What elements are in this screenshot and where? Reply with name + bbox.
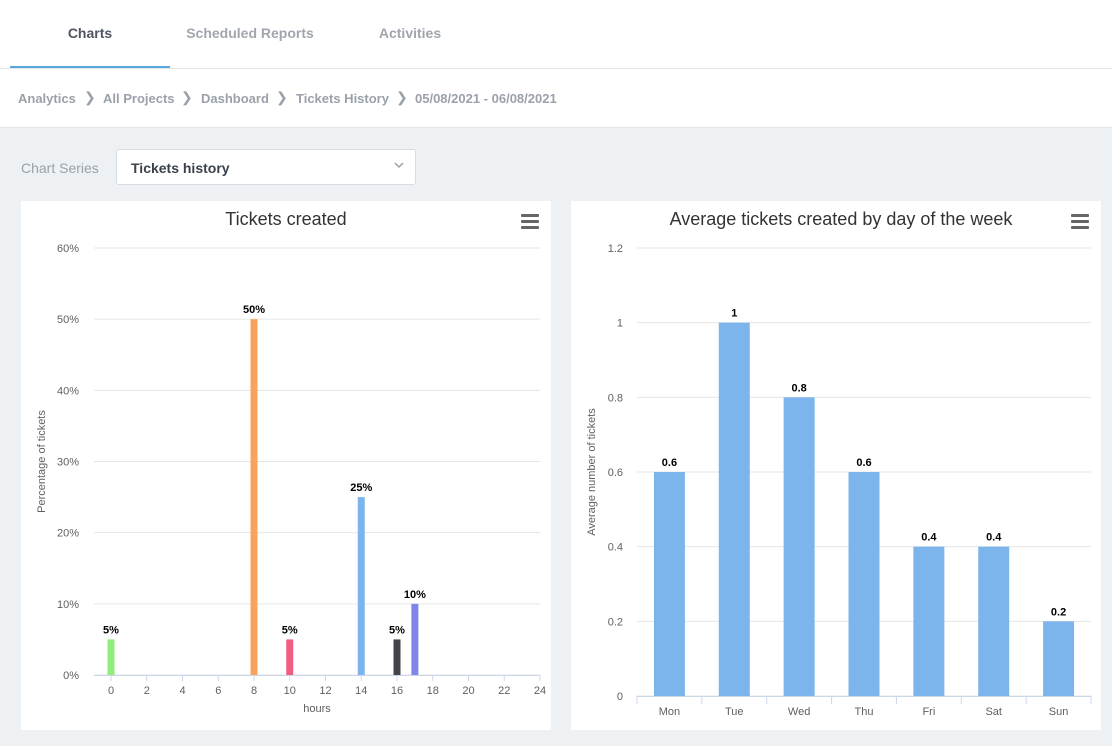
chart-series-select[interactable]: Tickets history (116, 149, 416, 185)
y-tick-label: 50% (57, 314, 79, 326)
y-tick-label: 20% (57, 528, 79, 540)
chart-series-label: Chart Series (21, 160, 99, 176)
chart-menu-icon[interactable] (521, 214, 539, 230)
y-axis-title: Percentage of tickets (36, 410, 48, 513)
chevron-down-icon (394, 162, 404, 169)
x-tick-label: 16 (391, 685, 403, 697)
breadcrumb-analytics[interactable]: Analytics (18, 91, 76, 106)
data-label: 0.8 (791, 382, 806, 394)
bar (653, 472, 685, 696)
x-tick-label: Sat (985, 706, 1002, 718)
bar (286, 639, 294, 675)
x-tick-label: 20 (462, 685, 474, 697)
data-label: 0.4 (986, 532, 1002, 544)
y-tick-label: 0% (63, 670, 79, 682)
x-tick-label: Wed (788, 706, 810, 718)
chevron-right-icon: ❯ (84, 89, 96, 105)
breadcrumb-all-projects[interactable]: All Projects (103, 91, 175, 106)
y-tick-label: 0.2 (608, 616, 623, 628)
data-label: 25% (350, 482, 372, 494)
bar (107, 639, 115, 675)
x-tick-label: 2 (144, 685, 150, 697)
y-axis-title: Average number of tickets (586, 408, 598, 536)
chart-card-tickets-created: Tickets created 0% 10% 20% 30% 40% 50% 60% 0 2 4 6 8… (21, 201, 551, 730)
y-tick-label: 40% (57, 385, 79, 397)
tab-scheduled-reports[interactable]: Scheduled Reports (186, 25, 314, 41)
x-tick-label: 14 (355, 685, 367, 697)
data-label: 5% (282, 624, 298, 636)
tab-charts[interactable]: Charts (10, 0, 170, 68)
bar (393, 639, 401, 675)
x-tick-label: Thu (855, 706, 874, 718)
x-tick-label: 6 (215, 685, 221, 697)
tab-bar: Charts Scheduled Reports Activities (0, 0, 1112, 69)
chart-series-value: Tickets history (131, 160, 230, 176)
y-tick-label: 1 (617, 318, 623, 330)
breadcrumb-tickets-history[interactable]: Tickets History (296, 91, 389, 106)
data-label: 1 (731, 308, 737, 320)
y-tick-label: 0 (617, 691, 623, 703)
x-tick-label: 24 (534, 685, 546, 697)
x-tick-label: Mon (659, 706, 680, 718)
chart-title: Tickets created (225, 209, 346, 229)
x-tick-label: 12 (319, 685, 331, 697)
chevron-right-icon: ❯ (396, 89, 408, 105)
x-tick-label: Tue (725, 706, 744, 718)
chevron-right-icon: ❯ (276, 89, 288, 105)
x-tick-label: 18 (427, 685, 439, 697)
tab-activities[interactable]: Activities (378, 25, 442, 41)
x-tick-label: Fri (922, 706, 935, 718)
y-tick-label: 0.6 (608, 467, 623, 479)
bar (357, 497, 365, 675)
x-tick-label: 10 (284, 685, 296, 697)
data-label: 10% (404, 589, 426, 601)
data-label: 0.6 (662, 457, 677, 469)
breadcrumb-date-range: 05/08/2021 - 06/08/2021 (415, 91, 557, 106)
y-tick-label: 30% (57, 457, 79, 469)
bar (783, 397, 815, 696)
breadcrumb: Analytics ❯ All Projects ❯ Dashboard ❯ T… (0, 69, 1112, 128)
x-tick-label: Sun (1049, 706, 1069, 718)
chart-card-avg-tickets: Average tickets created by day of the we… (571, 201, 1101, 730)
y-tick-label: 0.4 (608, 542, 623, 554)
chart-title: Average tickets created by day of the we… (670, 209, 1014, 229)
data-label: 0.4 (921, 532, 937, 544)
chart-avg-tickets-by-day: Average tickets created by day of the we… (586, 209, 1092, 718)
data-label: 5% (389, 624, 405, 636)
x-tick-label: 8 (251, 685, 257, 697)
chevron-right-icon: ❯ (181, 89, 193, 105)
x-axis-title: hours (303, 703, 331, 715)
x-tick-label: 0 (108, 685, 114, 697)
x-tick-label: 22 (498, 685, 510, 697)
y-tick-label: 1.2 (608, 243, 623, 255)
data-label: 0.6 (856, 457, 871, 469)
bar (848, 472, 880, 696)
bar (913, 546, 945, 696)
x-tick-label: 4 (179, 685, 185, 697)
bar (411, 603, 419, 675)
chart-menu-icon[interactable] (1071, 214, 1089, 230)
data-label: 5% (103, 624, 119, 636)
y-tick-label: 60% (57, 243, 79, 255)
y-tick-label: 10% (57, 599, 79, 611)
bar (718, 322, 750, 696)
bar (978, 546, 1010, 696)
bar (250, 319, 258, 675)
data-label: 50% (243, 304, 265, 316)
data-label: 0.2 (1051, 606, 1066, 618)
bar (1043, 621, 1075, 696)
breadcrumb-dashboard[interactable]: Dashboard (201, 91, 269, 106)
y-tick-label: 0.8 (608, 392, 623, 404)
